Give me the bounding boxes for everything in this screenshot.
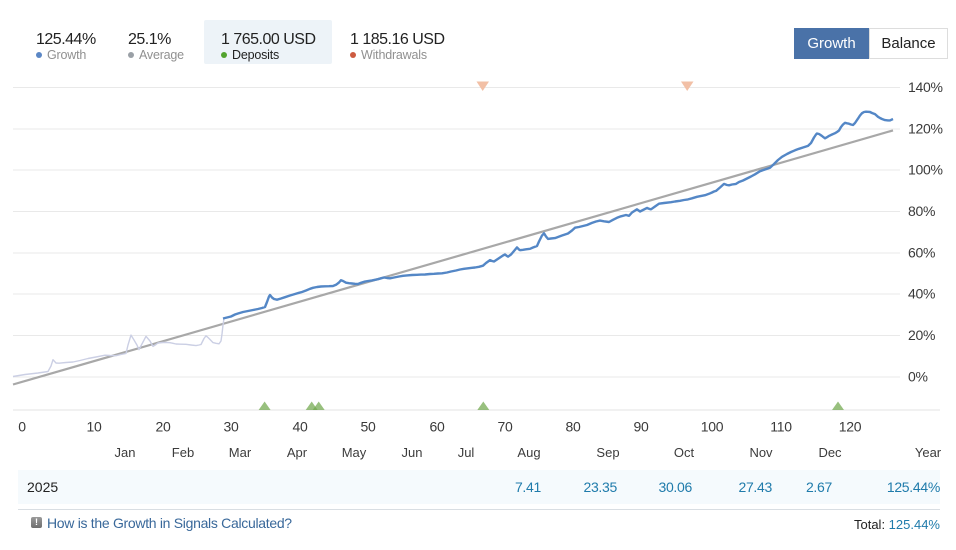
svg-text:80: 80: [566, 419, 581, 435]
svg-text:May: May: [342, 445, 367, 460]
svg-text:40: 40: [293, 419, 308, 435]
svg-text:120: 120: [839, 419, 862, 435]
svg-text:20: 20: [156, 419, 171, 435]
svg-text:0%: 0%: [908, 369, 928, 385]
svg-text:120%: 120%: [908, 121, 943, 137]
svg-text:60%: 60%: [908, 245, 935, 261]
svg-text:Mar: Mar: [229, 445, 252, 460]
svg-text:Aug: Aug: [517, 445, 540, 460]
svg-text:60: 60: [430, 419, 445, 435]
svg-text:40%: 40%: [908, 286, 935, 302]
svg-text:100%: 100%: [908, 162, 943, 178]
svg-text:Feb: Feb: [172, 445, 194, 460]
svg-text:Jan: Jan: [115, 445, 136, 460]
svg-text:0: 0: [18, 419, 26, 435]
svg-text:10: 10: [87, 419, 102, 435]
svg-text:50: 50: [361, 419, 376, 435]
svg-text:Dec: Dec: [818, 445, 842, 460]
svg-text:Apr: Apr: [287, 445, 308, 460]
svg-text:80%: 80%: [908, 203, 935, 219]
svg-text:Year: Year: [915, 445, 942, 460]
svg-text:70: 70: [498, 419, 513, 435]
svg-text:110: 110: [770, 419, 792, 435]
svg-text:Sep: Sep: [596, 445, 619, 460]
svg-text:Nov: Nov: [749, 445, 773, 460]
svg-text:Oct: Oct: [674, 445, 695, 460]
svg-text:100: 100: [701, 419, 724, 435]
svg-text:20%: 20%: [908, 327, 935, 343]
svg-text:140%: 140%: [908, 79, 943, 95]
svg-text:Jul: Jul: [458, 445, 475, 460]
svg-text:30: 30: [224, 419, 239, 435]
svg-text:Jun: Jun: [402, 445, 423, 460]
svg-text:90: 90: [634, 419, 649, 435]
